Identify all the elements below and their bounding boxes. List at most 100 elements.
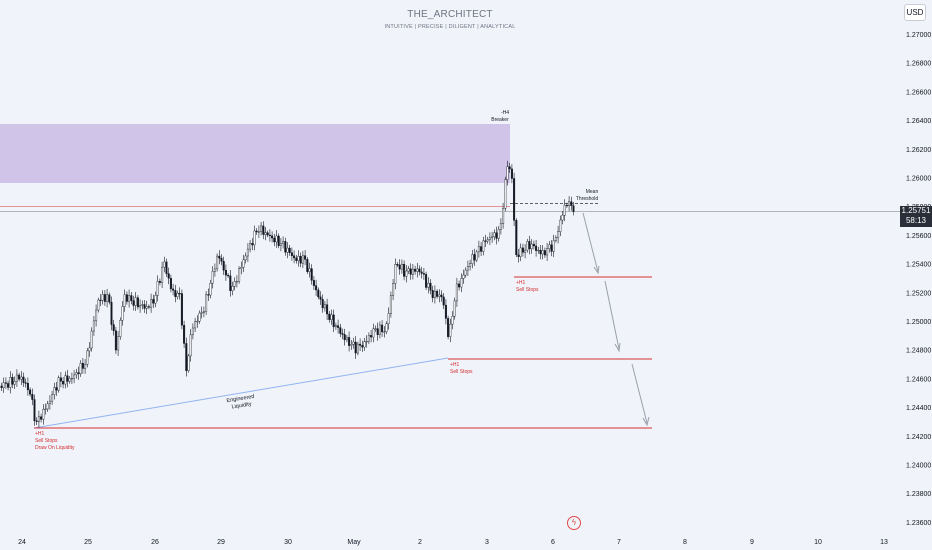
- sell-stops-b-label-1: +H1: [450, 362, 460, 368]
- candle: [372, 323, 375, 343]
- price-axis[interactable]: 1.27000 1.26800 1.26600 1.26400 1.26200 1.260…: [906, 32, 931, 527]
- candle: [172, 283, 175, 296]
- candle: [464, 267, 467, 278]
- candle: [367, 332, 370, 345]
- candle: [317, 287, 320, 300]
- candle: [403, 260, 406, 281]
- candle: [398, 259, 401, 275]
- current-price-tag: 1.25751 58:13: [900, 206, 932, 227]
- candle: [86, 347, 89, 368]
- candle: [207, 288, 210, 302]
- candle: [167, 267, 170, 285]
- price-tick-label: 1.25600: [906, 233, 931, 240]
- candle: [554, 235, 557, 243]
- candle: [350, 340, 353, 350]
- candle: [521, 243, 524, 257]
- candle: [315, 279, 318, 296]
- candle: [491, 231, 494, 243]
- lightning-icon[interactable]: ϟ: [567, 516, 581, 530]
- candle: [365, 335, 368, 348]
- candle: [185, 337, 188, 377]
- candle: [29, 387, 32, 397]
- time-axis[interactable]: 24 25 26 29 30 May 2 3 6 7 8 9 10 13: [18, 539, 888, 546]
- candle: [449, 318, 452, 343]
- price-tick-label: 1.24200: [906, 434, 931, 441]
- candle: [70, 372, 73, 384]
- candle: [499, 218, 502, 235]
- watermark-title: THE_ARCHITECT: [407, 9, 493, 20]
- candle: [273, 233, 276, 247]
- candle: [539, 244, 542, 260]
- candle: [453, 297, 456, 320]
- candle: [466, 260, 469, 276]
- candle: [420, 266, 423, 279]
- candle: [396, 262, 399, 268]
- time-tick-label: 30: [284, 539, 292, 546]
- candle: [121, 301, 124, 326]
- candle: [308, 262, 311, 278]
- candle: [418, 265, 421, 276]
- candle: [136, 295, 139, 310]
- candle: [198, 310, 201, 324]
- candle: [257, 225, 260, 238]
- candle: [158, 278, 161, 286]
- candle: [548, 240, 551, 253]
- candle: [46, 400, 49, 412]
- candle: [427, 277, 430, 294]
- candle: [482, 236, 485, 256]
- engineered-liquidity-label-2: Liquidity: [231, 401, 252, 410]
- candle: [458, 280, 461, 291]
- candle: [205, 291, 208, 315]
- candle: [455, 277, 458, 307]
- candle: [381, 320, 384, 337]
- candle: [436, 289, 439, 299]
- candle: [42, 404, 45, 425]
- candle: [299, 252, 302, 268]
- candle: [513, 172, 516, 227]
- currency-button[interactable]: USD: [904, 4, 926, 21]
- candle: [216, 253, 219, 272]
- candle: [97, 297, 100, 313]
- candle: [264, 227, 267, 241]
- candle: [502, 202, 505, 229]
- candle: [18, 372, 21, 382]
- candle: [101, 290, 104, 305]
- candle: [306, 257, 309, 274]
- candle: [130, 291, 133, 305]
- candle: [147, 304, 150, 310]
- candle: [22, 372, 25, 388]
- sell-stops-a-label-1: +H1: [516, 280, 526, 286]
- candle: [238, 266, 241, 284]
- candle: [24, 378, 27, 388]
- candle: [559, 215, 562, 237]
- annotation-labels: -H4 Breaker Mean Threshold +H1 Sell Stop…: [35, 110, 598, 451]
- candle: [440, 290, 443, 302]
- candle: [444, 299, 447, 325]
- candle: [356, 341, 359, 356]
- candle: [68, 376, 71, 384]
- candle: [224, 264, 227, 281]
- candle: [337, 319, 340, 334]
- candle: [411, 263, 414, 280]
- price-tick-label: 1.25200: [906, 290, 931, 297]
- price-tick-label: 1.26000: [906, 176, 931, 183]
- candle: [180, 289, 183, 330]
- candle: [524, 244, 527, 259]
- candle: [493, 229, 496, 241]
- candle: [383, 326, 386, 338]
- candle: [209, 279, 212, 299]
- candle: [319, 291, 322, 305]
- candle: [484, 234, 487, 247]
- candle: [460, 273, 463, 293]
- candle: [134, 292, 137, 312]
- sell-stops-c-label-1: +H1: [35, 431, 45, 437]
- candle: [196, 315, 199, 328]
- price-tick-label: 1.25000: [906, 319, 931, 326]
- time-tick-label: 7: [617, 539, 621, 546]
- candle: [253, 225, 256, 251]
- time-tick-label: 25: [84, 539, 92, 546]
- candle: [301, 250, 304, 269]
- candle: [488, 232, 491, 245]
- candle: [339, 323, 342, 338]
